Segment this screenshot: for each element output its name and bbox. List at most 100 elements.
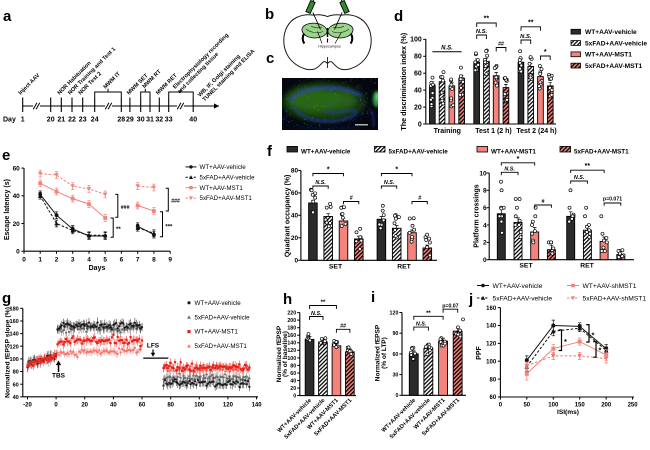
- svg-text:60: 60: [414, 71, 422, 78]
- svg-text:Normalized fEPSP: Normalized fEPSP: [276, 325, 283, 382]
- svg-text:###: ###: [121, 205, 130, 211]
- svg-text:20: 20: [291, 235, 299, 242]
- svg-text:0: 0: [395, 393, 398, 399]
- svg-text:32: 32: [155, 117, 163, 124]
- svg-text:2: 2: [55, 257, 59, 264]
- svg-text:0: 0: [54, 403, 58, 409]
- svg-text:220: 220: [287, 311, 296, 317]
- svg-text:N.S.: N.S.: [441, 45, 453, 51]
- svg-text:200: 200: [287, 318, 296, 324]
- svg-text:Test 2 (24 h): Test 2 (24 h): [516, 128, 556, 135]
- svg-text:100: 100: [194, 403, 205, 409]
- svg-text:40: 40: [110, 403, 117, 409]
- svg-text:*: *: [517, 156, 520, 163]
- svg-text:LFS: LFS: [147, 343, 160, 350]
- svg-text:4: 4: [87, 257, 91, 264]
- svg-text:b: b: [265, 6, 274, 23]
- svg-text:5xFAD+AAV-MST1: 5xFAD+AAV-MST1: [585, 63, 643, 70]
- svg-text:##: ##: [340, 324, 346, 330]
- svg-text:N.S.: N.S.: [384, 180, 395, 186]
- svg-text:**: **: [585, 163, 591, 170]
- svg-text:5xFAD+AAV-MST1: 5xFAD+AAV-MST1: [195, 343, 248, 350]
- svg-text:80: 80: [414, 54, 422, 61]
- svg-text:60: 60: [139, 403, 146, 409]
- svg-text:50: 50: [523, 403, 530, 409]
- svg-text:30: 30: [392, 373, 398, 379]
- svg-text:g: g: [2, 290, 11, 307]
- svg-text:WT+AAV-vehicle: WT+AAV-vehicle: [585, 29, 637, 36]
- svg-text:SET: SET: [329, 263, 343, 270]
- svg-text:Hippocampus: Hippocampus: [318, 44, 341, 48]
- svg-text:150: 150: [575, 403, 586, 409]
- svg-text:24: 24: [91, 117, 99, 124]
- svg-text:160: 160: [287, 333, 296, 339]
- svg-text:8: 8: [152, 257, 156, 264]
- svg-text:40: 40: [291, 213, 299, 220]
- svg-text:WT+AAV-vehicle: WT+AAV-vehicle: [195, 300, 242, 307]
- svg-text:##: ##: [498, 41, 504, 47]
- svg-text:WT+AAV-MST1: WT+AAV-MST1: [585, 52, 632, 59]
- svg-text:(% of LTP): (% of LTP): [381, 337, 388, 369]
- svg-text:PPF: PPF: [476, 345, 483, 359]
- svg-text:6: 6: [483, 205, 487, 212]
- svg-text:60: 60: [490, 395, 497, 401]
- svg-text:The discrimination index (%): The discrimination index (%): [399, 32, 408, 130]
- svg-text:WT+AAV-MST1: WT+AAV-MST1: [195, 329, 239, 336]
- svg-text:Quadrant occupancy (%): Quadrant occupancy (%): [285, 175, 292, 257]
- svg-text:**: **: [528, 19, 534, 26]
- svg-text:5xFAD+AAV-shMST1: 5xFAD+AAV-shMST1: [583, 295, 647, 302]
- svg-text:Normalized fEPSP: Normalized fEPSP: [375, 324, 382, 381]
- svg-text:140: 140: [252, 403, 263, 409]
- svg-text:Day: Day: [3, 117, 16, 124]
- svg-text:WT+AAV-shMST1: WT+AAV-shMST1: [583, 283, 637, 290]
- svg-text:31: 31: [146, 117, 154, 124]
- svg-text:5xFAD+AAV-MST1: 5xFAD+AAV-MST1: [574, 149, 629, 156]
- svg-text:#: #: [350, 196, 353, 202]
- svg-text:c: c: [266, 50, 274, 67]
- svg-text:N.S.: N.S.: [574, 175, 585, 181]
- svg-text:Days: Days: [89, 265, 106, 272]
- svg-text:*: *: [544, 49, 547, 56]
- svg-text:10: 10: [479, 170, 487, 177]
- svg-text:*: *: [327, 167, 330, 174]
- svg-text:0: 0: [418, 121, 422, 128]
- svg-text:120: 120: [223, 403, 234, 409]
- svg-text:N.S.: N.S.: [504, 167, 515, 173]
- svg-text:5xFAD+AAV-vehicle: 5xFAD+AAV-vehicle: [493, 295, 553, 302]
- svg-text:3: 3: [71, 257, 75, 264]
- svg-text:1: 1: [38, 257, 42, 264]
- svg-text:5xFAD+AAV-vehicle: 5xFAD+AAV-vehicle: [200, 174, 256, 181]
- svg-text:(% of baseline): (% of baseline): [282, 331, 289, 377]
- svg-text:20: 20: [290, 386, 296, 392]
- svg-text:Normalized fEPSP slope (%): Normalized fEPSP slope (%): [4, 307, 11, 398]
- svg-text:60: 60: [291, 190, 299, 197]
- svg-text:WT+AAV-MST1: WT+AAV-MST1: [200, 185, 244, 192]
- svg-text:20: 20: [13, 221, 21, 228]
- svg-text:0: 0: [483, 257, 487, 264]
- svg-text:e: e: [2, 147, 10, 164]
- svg-text:100: 100: [287, 356, 296, 362]
- svg-text:23: 23: [79, 117, 87, 124]
- svg-text:TBS: TBS: [52, 373, 66, 380]
- svg-text:80: 80: [490, 377, 497, 383]
- svg-text:60: 60: [13, 165, 21, 172]
- svg-text:p=0.071: p=0.071: [603, 196, 622, 202]
- svg-text:6: 6: [120, 257, 124, 264]
- svg-text:120: 120: [486, 342, 497, 348]
- svg-text:7: 7: [136, 257, 140, 264]
- svg-text:0: 0: [16, 249, 20, 256]
- svg-text:**: **: [116, 227, 121, 233]
- svg-text:Platform crossings: Platform crossings: [474, 184, 481, 248]
- svg-text:N.S.: N.S.: [311, 311, 322, 317]
- svg-text:Escape latency (s): Escape latency (s): [4, 179, 11, 240]
- svg-text:5xFAD+AAV-vehicle: 5xFAD+AAV-vehicle: [389, 149, 449, 156]
- svg-text:**: **: [484, 16, 490, 23]
- svg-text:2: 2: [483, 240, 487, 247]
- svg-text:#: #: [542, 199, 545, 205]
- svg-text:100: 100: [548, 403, 559, 409]
- svg-text:5xFAD+AAV-vehicle: 5xFAD+AAV-vehicle: [585, 40, 647, 47]
- svg-text:180: 180: [9, 306, 18, 312]
- svg-text:WT+AAV-MST1: WT+AAV-MST1: [491, 149, 536, 156]
- svg-text:100: 100: [410, 37, 422, 44]
- svg-text:140: 140: [9, 332, 18, 338]
